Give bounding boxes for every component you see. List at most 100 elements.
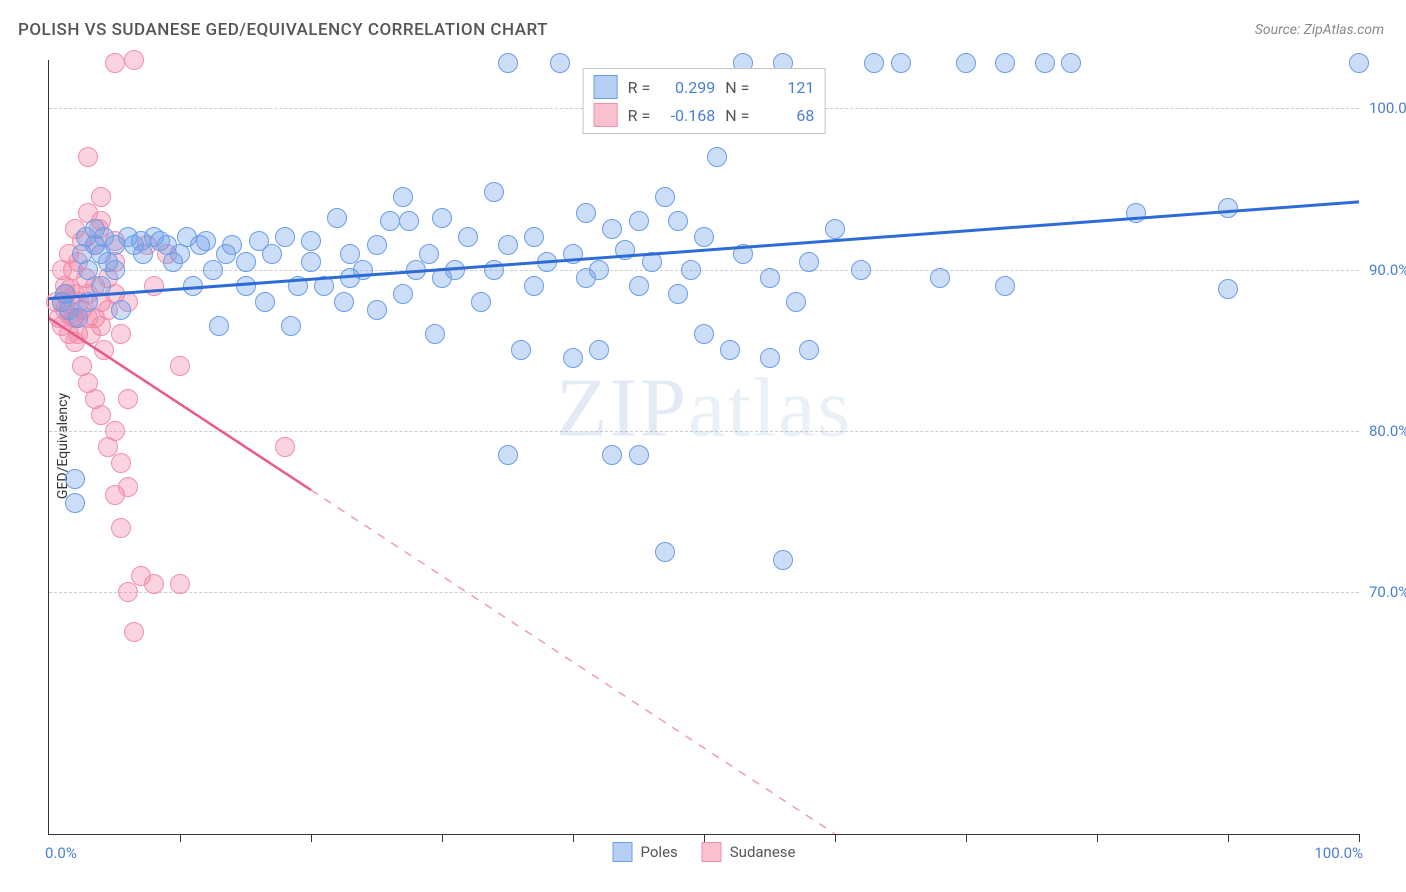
y-tick-label: 80.0% <box>1369 422 1406 440</box>
x-tick <box>1097 834 1098 842</box>
x-tick <box>835 834 836 842</box>
data-point <box>864 53 884 73</box>
data-point <box>353 260 373 280</box>
data-point <box>124 50 144 70</box>
n-value-sudanese: 68 <box>759 106 814 125</box>
data-point <box>196 231 216 251</box>
data-point <box>1035 53 1055 73</box>
data-point <box>773 550 793 570</box>
data-point <box>786 292 806 312</box>
data-point <box>124 622 144 642</box>
plot-area: ZIPatlas 70.0%80.0%90.0%100.0% 0.0% 100.… <box>48 60 1359 835</box>
data-point <box>334 292 354 312</box>
data-point <box>799 340 819 360</box>
data-point <box>255 292 275 312</box>
data-point <box>681 260 701 280</box>
data-point <box>995 276 1015 296</box>
data-point <box>170 356 190 376</box>
watermark-light: atlas <box>688 362 852 455</box>
corr-row-sudanese: R = -0.168 N = 68 <box>590 101 819 129</box>
data-point <box>55 284 75 304</box>
data-point <box>65 469 85 489</box>
data-point <box>399 211 419 231</box>
source-attribution: Source: ZipAtlas.com <box>1255 22 1384 38</box>
x-max-label: 100.0% <box>1314 844 1363 862</box>
data-point <box>275 227 295 247</box>
data-point <box>563 348 583 368</box>
data-point <box>118 582 138 602</box>
data-point <box>851 260 871 280</box>
y-tick-label: 100.0% <box>1369 99 1406 117</box>
data-point <box>183 276 203 296</box>
legend-label-sudanese: Sudanese <box>730 843 796 861</box>
data-point <box>550 53 570 73</box>
data-point <box>91 276 111 296</box>
data-point <box>694 324 714 344</box>
data-point <box>589 260 609 280</box>
legend-swatch-sudanese-icon <box>702 842 722 862</box>
x-tick <box>1359 834 1360 842</box>
data-point <box>419 244 439 264</box>
data-point <box>484 260 504 280</box>
data-point <box>301 231 321 251</box>
r-label: R = <box>628 106 651 125</box>
data-point <box>524 276 544 296</box>
trend-lines <box>49 60 1359 834</box>
data-point <box>1218 279 1238 299</box>
data-point <box>203 260 223 280</box>
data-point <box>118 477 138 497</box>
x-tick <box>1228 834 1229 842</box>
data-point <box>471 292 491 312</box>
data-point <box>720 340 740 360</box>
legend-swatch-poles-icon <box>613 842 633 862</box>
data-point <box>380 211 400 231</box>
data-point <box>367 235 387 255</box>
correlation-box: R = 0.299 N = 121 R = -0.168 N = 68 <box>583 68 826 134</box>
data-point <box>995 53 1015 73</box>
x-tick <box>573 834 574 842</box>
data-point <box>642 252 662 272</box>
data-point <box>236 252 256 272</box>
data-point <box>144 276 164 296</box>
x-tick <box>180 834 181 842</box>
data-point <box>105 421 125 441</box>
data-point <box>537 252 557 272</box>
data-point <box>170 574 190 594</box>
data-point <box>288 276 308 296</box>
gridline <box>49 431 1359 432</box>
data-point <box>602 445 622 465</box>
data-point <box>511 340 531 360</box>
data-point <box>111 324 131 344</box>
data-point <box>281 316 301 336</box>
chart-title: POLISH VS SUDANESE GED/EQUIVALENCY CORRE… <box>18 20 548 40</box>
data-point <box>629 445 649 465</box>
n-label: N = <box>725 106 749 125</box>
corr-row-poles: R = 0.299 N = 121 <box>590 73 819 101</box>
data-point <box>209 316 229 336</box>
y-tick-label: 90.0% <box>1369 261 1406 279</box>
data-point <box>111 300 131 320</box>
data-point <box>498 235 518 255</box>
watermark: ZIPatlas <box>556 360 852 457</box>
data-point <box>1349 53 1369 73</box>
n-value-poles: 121 <box>759 78 814 97</box>
data-point <box>1126 203 1146 223</box>
r-label: R = <box>628 78 651 97</box>
data-point <box>406 260 426 280</box>
data-point <box>825 219 845 239</box>
data-point <box>799 252 819 272</box>
data-point <box>367 300 387 320</box>
data-point <box>589 340 609 360</box>
r-value-sudanese: -0.168 <box>660 106 715 125</box>
data-point <box>629 276 649 296</box>
data-point <box>65 493 85 513</box>
n-label: N = <box>725 78 749 97</box>
data-point <box>524 227 544 247</box>
swatch-sudanese-icon <box>594 103 618 127</box>
data-point <box>393 284 413 304</box>
data-point <box>275 437 295 457</box>
data-point <box>91 187 111 207</box>
data-point <box>563 244 583 264</box>
data-point <box>432 208 452 228</box>
data-point <box>576 203 596 223</box>
